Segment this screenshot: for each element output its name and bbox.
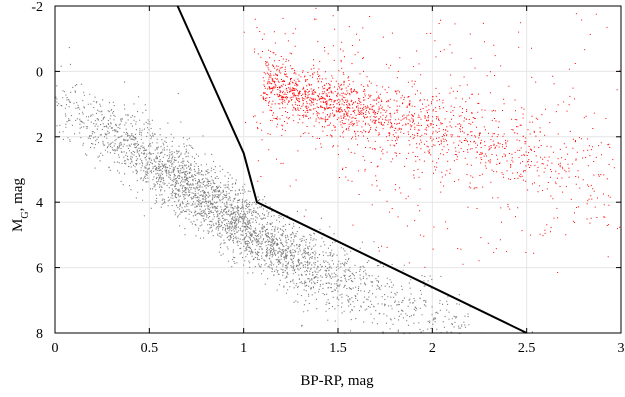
x-axis-title: BP-RP, mag xyxy=(300,373,374,389)
x-tick-label: 3 xyxy=(618,341,625,356)
y-axis-title-main: M xyxy=(10,219,26,232)
x-tick-label: 2 xyxy=(429,341,436,356)
x-tick-label: 1 xyxy=(240,341,247,356)
y-tick-label: 2 xyxy=(36,131,43,146)
y-axis-title: MG, mag xyxy=(10,178,31,232)
y-axis-title-suffix: , mag xyxy=(10,178,26,212)
y-axis-title-subscript: G xyxy=(20,211,31,218)
y-axis-title-group: MG, mag xyxy=(10,178,31,232)
grid xyxy=(54,5,622,334)
boundary-line xyxy=(176,5,528,334)
tick-labels: 0 0.5 1 1.5 2 2.5 3 -2 0 2 4 6 8 xyxy=(31,0,624,356)
red-points-path xyxy=(243,7,621,274)
axis-ticks xyxy=(54,5,622,334)
x-tick-label: 2.5 xyxy=(518,341,536,356)
y-tick-label: 0 xyxy=(36,65,43,80)
y-tick-label: 6 xyxy=(36,262,43,277)
x-tick-label: 0.5 xyxy=(141,341,159,356)
x-tick-label: 1.5 xyxy=(329,341,347,356)
x-tick-label: 0 xyxy=(52,341,59,356)
y-tick-label: 8 xyxy=(36,327,43,342)
y-tick-label: 4 xyxy=(36,196,43,211)
red-point-cloud xyxy=(243,7,621,274)
y-tick-label: -2 xyxy=(31,0,43,15)
